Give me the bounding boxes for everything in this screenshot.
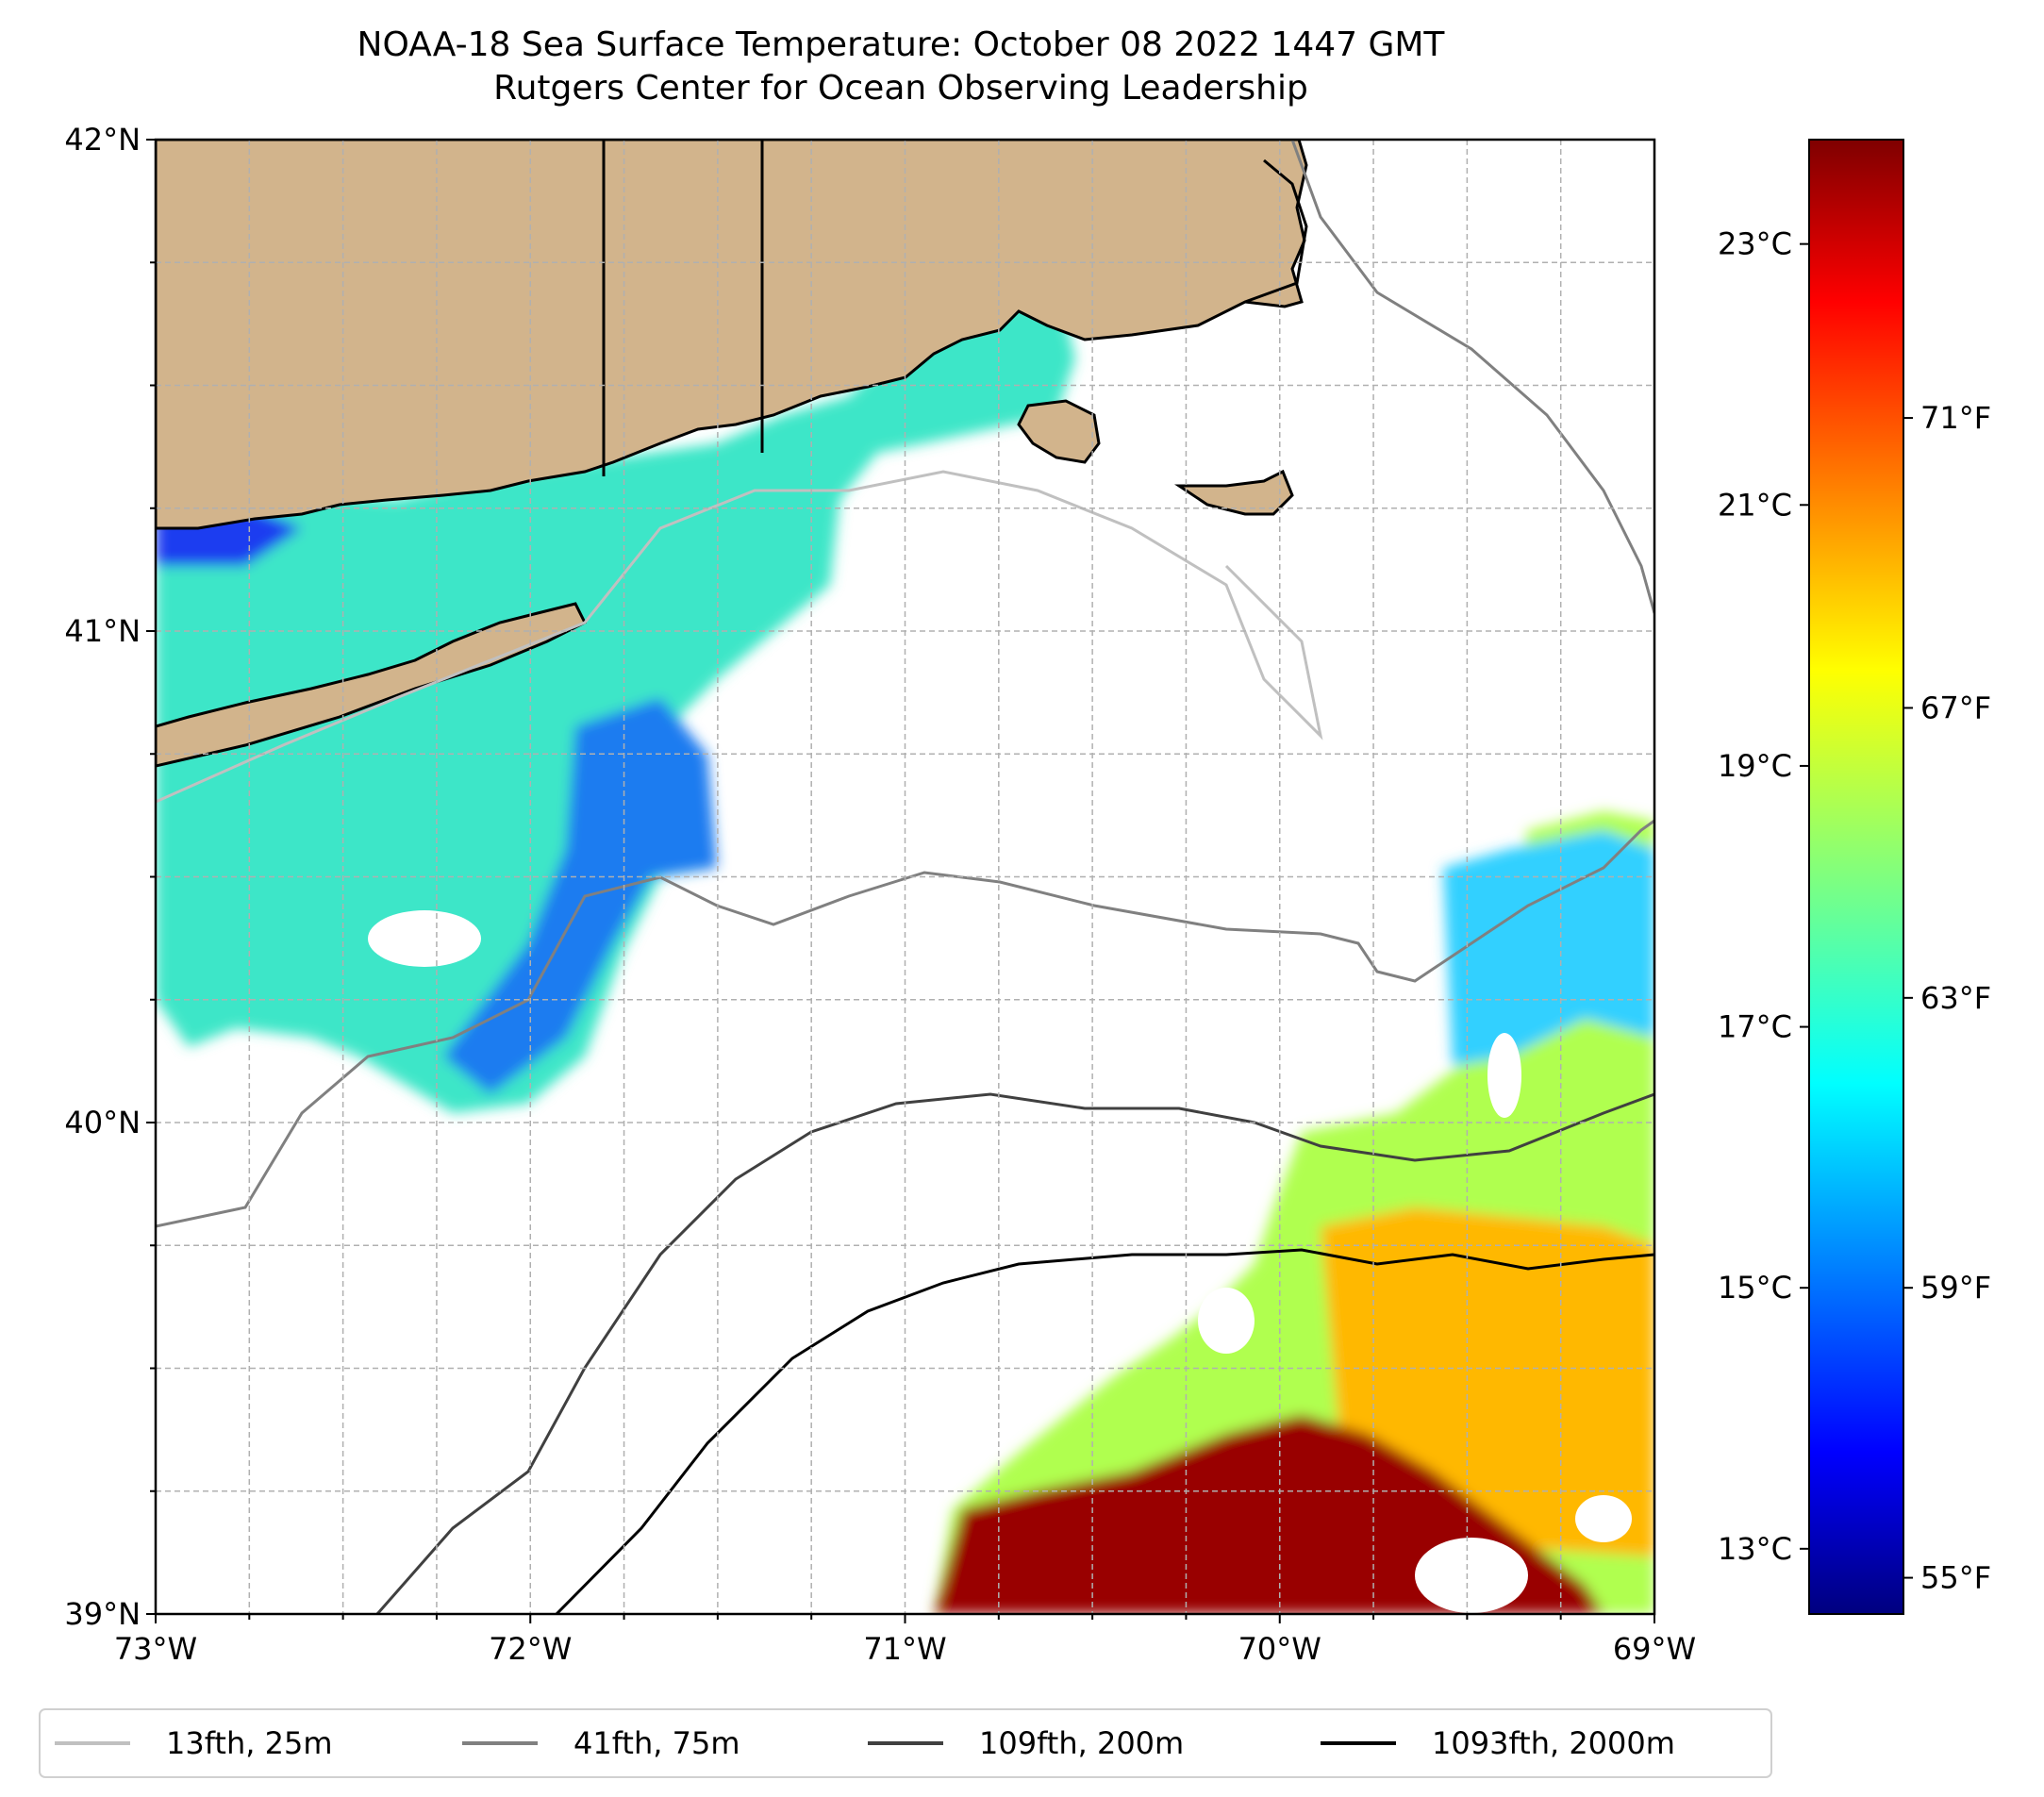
x-tick-label: 73°W: [114, 1631, 197, 1667]
isobath-200m: [375, 1092, 1654, 1614]
isobath-25m: [156, 470, 1323, 804]
y-tick-label: 39°N: [64, 1596, 141, 1632]
legend-label: 1093fth, 2000m: [1432, 1725, 1675, 1761]
fahrenheit-tick-label: 67°F: [1920, 690, 1991, 725]
y-axis: 42°N 41°N 40°N 39°N: [64, 122, 156, 1632]
y-tick-label: 42°N: [64, 122, 141, 158]
map-title: NOAA-18 Sea Surface Temperature: October…: [357, 25, 1445, 64]
y-tick-label: 41°N: [64, 613, 141, 649]
land-southern-new-england: [156, 140, 1308, 530]
cape-cod-outline: [1244, 158, 1308, 304]
isobath-75m-north: [1290, 140, 1654, 614]
legend-label: 109fth, 200m: [979, 1725, 1184, 1761]
celsius-tick-label: 19°C: [1718, 748, 1792, 784]
cloud-hole: [1575, 1495, 1632, 1542]
fahrenheit-tick-label: 59°F: [1920, 1270, 1991, 1306]
fahrenheit-tick-label: 63°F: [1920, 980, 1991, 1016]
legend-label: 13fth, 25m: [166, 1725, 332, 1761]
colorbar: [1808, 139, 1904, 1615]
gridlines: [156, 140, 1654, 1614]
x-tick-label: 69°W: [1613, 1631, 1696, 1667]
cloud-hole: [1415, 1538, 1528, 1613]
x-tick-label: 72°W: [489, 1631, 572, 1667]
land: [156, 140, 1308, 768]
celsius-tick-label: 15°C: [1718, 1270, 1792, 1306]
y-tick-label: 40°N: [64, 1105, 141, 1140]
land-long-island: [156, 602, 588, 768]
celsius-tick-label: 17°C: [1718, 1009, 1792, 1045]
land-nantucket: [1174, 469, 1294, 516]
nodata-holes: [368, 910, 1632, 1613]
celsius-tick-label: 23°C: [1718, 226, 1792, 262]
sst-swath-north-deep: [443, 698, 717, 1094]
colorbar-celsius-axis: 23°C 21°C 19°C 17°C 15°C 13°C: [1718, 226, 1809, 1567]
legend: 13fth, 25m 41fth, 75m 109fth, 200m 1093fth,…: [55, 1725, 1675, 1761]
legend-label: 41fth, 75m: [573, 1725, 739, 1761]
map-subtitle: Rutgers Center for Ocean Observing Leade…: [493, 69, 1308, 108]
x-tick-label: 71°W: [863, 1631, 946, 1667]
isobath-2000m: [555, 1248, 1654, 1614]
colorbar-fahrenheit-axis: 71°F 67°F 63°F 59°F 55°F: [1903, 400, 1991, 1596]
celsius-tick-label: 13°C: [1718, 1531, 1792, 1567]
cloud-hole: [1198, 1288, 1255, 1354]
x-axis: 73°W 72°W 71°W 70°W 69°W: [114, 1614, 1696, 1667]
fahrenheit-tick-label: 71°F: [1920, 400, 1991, 436]
cloud-hole: [368, 910, 481, 967]
celsius-tick-label: 21°C: [1718, 487, 1792, 523]
fahrenheit-tick-label: 55°F: [1920, 1560, 1991, 1596]
land-marthas-vineyard: [1017, 399, 1101, 464]
sst-shelf-east: [1443, 830, 1654, 1066]
map-area: [156, 140, 1654, 1614]
x-tick-label: 70°W: [1238, 1631, 1321, 1667]
cloud-hole: [1487, 1033, 1521, 1118]
